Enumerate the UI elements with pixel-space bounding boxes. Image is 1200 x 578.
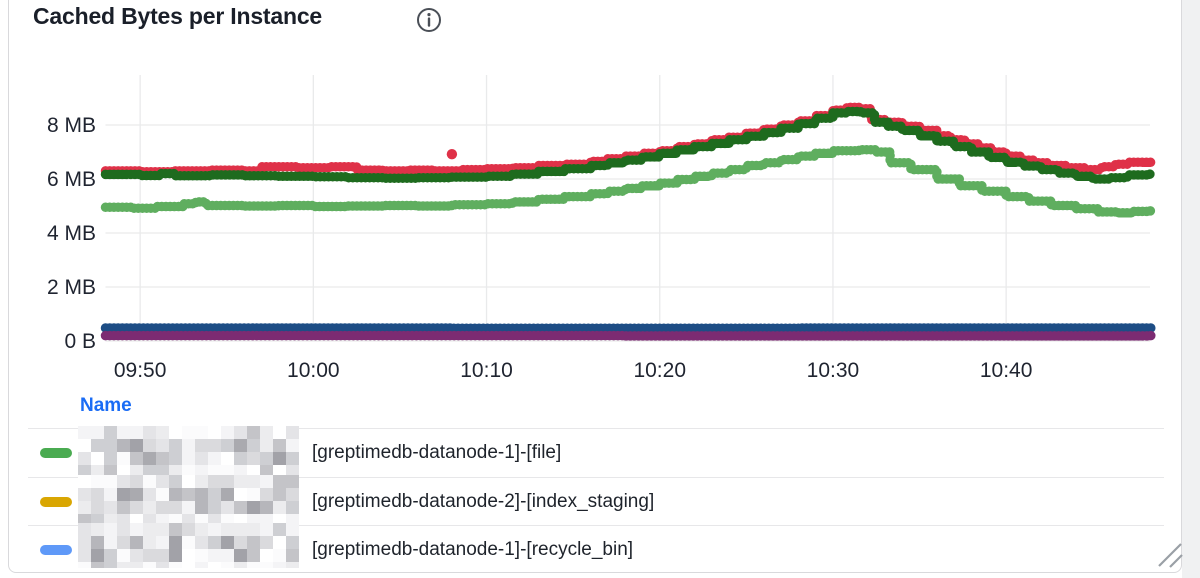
- redacted-name-mosaic: [78, 426, 310, 478]
- series-color-chip: [40, 545, 72, 555]
- panel-title: Cached Bytes per Instance: [33, 3, 323, 29]
- legend-label: [greptimedb-datanode-2]-[index_staging]: [312, 491, 655, 512]
- series-color-chip: [40, 497, 72, 507]
- legend-row-recycle-bin[interactable]: [greptimedb-datanode-1]-[recycle_bin]: [28, 523, 1164, 571]
- legend-label: [greptimedb-datanode-1]-[recycle_bin]: [312, 539, 634, 560]
- panel-resize-handle[interactable]: [1156, 542, 1186, 570]
- legend-row-index-staging[interactable]: [greptimedb-datanode-2]-[index_staging]: [28, 475, 1164, 527]
- legend-column-name[interactable]: Name: [80, 395, 132, 416]
- legend-label: [greptimedb-datanode-1]-[file]: [312, 442, 562, 463]
- page-background: [1182, 0, 1200, 578]
- legend-separator: [28, 525, 1164, 526]
- info-icon[interactable]: [414, 5, 444, 35]
- redacted-name-mosaic: [78, 523, 310, 568]
- legend-row-file[interactable]: [greptimedb-datanode-1]-[file]: [28, 426, 1164, 478]
- redacted-name-mosaic: [78, 475, 310, 527]
- legend-separator: [28, 428, 1164, 429]
- legend-separator: [28, 477, 1164, 478]
- series-color-chip: [40, 448, 72, 458]
